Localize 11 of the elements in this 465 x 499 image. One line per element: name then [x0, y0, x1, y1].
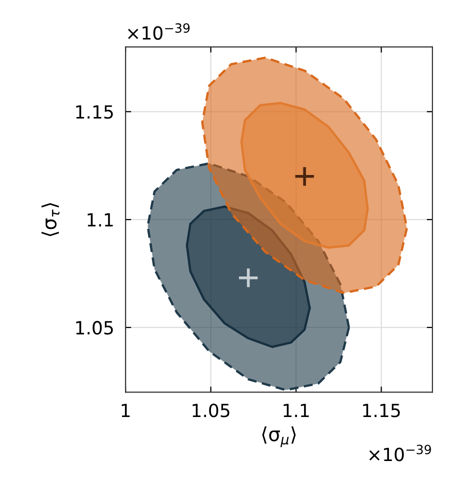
x-axis-title: ⟨σ$_{μ}$⟩ [262, 426, 296, 448]
y-tick-label: 1.1 [88, 213, 113, 226]
text: ×10$^{−39}$ [128, 23, 190, 40]
x-tick-label: 1 [122, 404, 130, 418]
y-tick-label: 1.15 [76, 105, 113, 119]
y-tick-label: 1.05 [76, 320, 113, 335]
x-tick-label: 1.05 [192, 404, 230, 418]
text: ×10$^{−39}$ [369, 444, 431, 462]
x-tick-label: 1.1 [284, 404, 309, 418]
x-tick-label: 1.15 [363, 404, 400, 418]
y-axis-title: ⟨σ$_{τ}$⟩ [42, 203, 60, 236]
